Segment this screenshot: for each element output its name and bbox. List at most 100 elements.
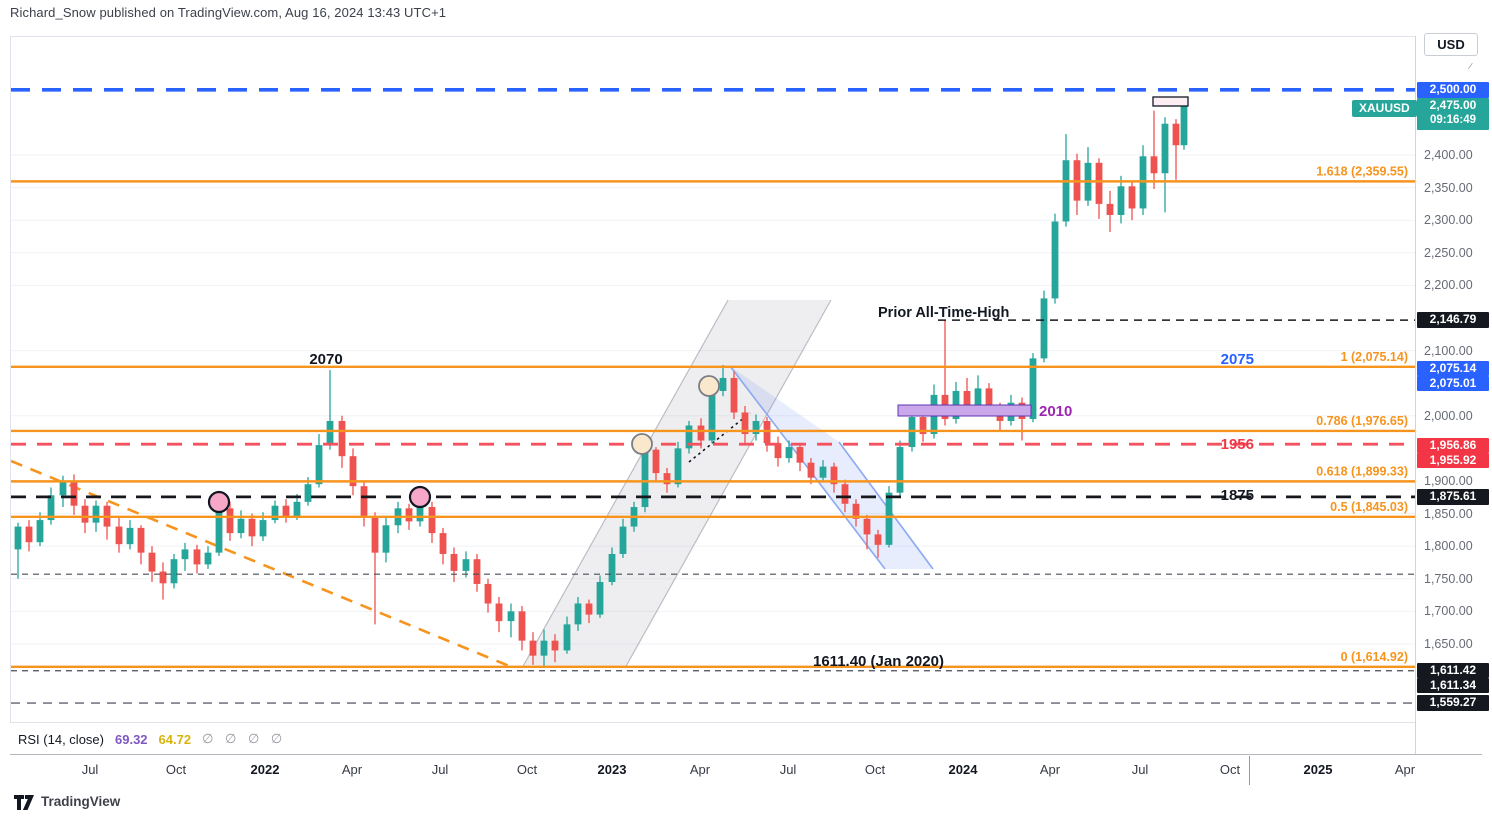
candle-body xyxy=(349,456,357,487)
time-axis[interactable]: Jul Oct 2022 Apr Jul Oct 2023 Apr Jul Oct 2024 Apr J… xyxy=(10,754,1482,786)
time-axis-label[interactable]: Oct xyxy=(165,762,187,777)
candle-body xyxy=(439,533,447,554)
time-axis-label[interactable]: Apr xyxy=(341,762,363,777)
price-axis-label: 1,750.00 xyxy=(1424,571,1473,586)
price-badge: 1,611.42 xyxy=(1417,663,1489,679)
chart-canvas[interactable]: 1.618 (2,359.55) 1 (2,075.14) 0.786 (1,976… xyxy=(10,36,1416,722)
candle-body xyxy=(551,640,559,651)
time-axis-label[interactable]: 2022 xyxy=(250,762,280,777)
candle-body xyxy=(1161,123,1169,174)
candle-body xyxy=(416,507,424,522)
candle-body xyxy=(1040,298,1048,359)
candle-body xyxy=(360,486,368,517)
chart-annotation: 2075 xyxy=(1221,351,1254,368)
candle-body xyxy=(248,518,256,537)
time-axis-label[interactable]: 2023 xyxy=(597,762,627,777)
candle-body xyxy=(137,527,145,553)
price-axis-label: 1,900.00 xyxy=(1424,473,1473,488)
price-axis-label: 2,400.00 xyxy=(1424,148,1473,162)
currency-toggle-button[interactable]: USD xyxy=(1424,33,1478,56)
price-axis-label: 1,650.00 xyxy=(1424,636,1473,651)
footer: TradingView xyxy=(14,792,120,810)
candle-body xyxy=(484,583,492,604)
candle-body xyxy=(47,495,55,521)
circle-marker xyxy=(631,433,653,455)
rsi-empty-values: ∅ ∅ ∅ ∅ xyxy=(202,731,283,746)
candle-body xyxy=(985,388,993,408)
brand-name[interactable]: TradingView xyxy=(41,793,121,809)
time-axis-label[interactable]: Jul xyxy=(1131,762,1149,777)
time-axis-label[interactable]: Oct xyxy=(516,762,538,777)
candle-body xyxy=(540,640,548,656)
rsi-name: RSI xyxy=(18,731,40,747)
trendline xyxy=(688,412,751,463)
time-axis-label[interactable]: Jul xyxy=(431,762,449,777)
rsi-params: (14, close) xyxy=(43,731,104,747)
time-axis-label[interactable]: 2024 xyxy=(948,762,978,777)
candle-body xyxy=(495,603,503,622)
candle-body xyxy=(181,549,189,560)
time-axis-label[interactable]: Jul xyxy=(779,762,797,777)
candle-body xyxy=(1172,123,1180,146)
fib-label: 0.786 (1,976.65) xyxy=(1316,414,1408,428)
candle-body xyxy=(70,480,78,506)
time-axis-label[interactable]: Apr xyxy=(1394,762,1416,777)
candle-body xyxy=(885,492,893,545)
candle-body xyxy=(338,420,346,457)
candle-body xyxy=(259,520,267,537)
channel-border xyxy=(624,299,832,669)
price-badge: 2,500.00 xyxy=(1417,81,1489,98)
time-axis-divider xyxy=(1249,756,1250,785)
rsi-indicator-label[interactable]: RSI (14, close) xyxy=(18,732,104,747)
price-axis-label: 2,000.00 xyxy=(1424,408,1473,423)
price-axis-label: 1,850.00 xyxy=(1424,506,1473,521)
header-divider xyxy=(10,36,1482,37)
price-axis-label: 1,700.00 xyxy=(1424,604,1473,619)
candle-body xyxy=(708,390,716,441)
zone-box xyxy=(1152,96,1189,107)
candle-body xyxy=(382,525,390,553)
price-badge: 1,956.86 xyxy=(1417,437,1489,453)
symbol-tag: XAUUSD xyxy=(1352,100,1417,117)
scale-tick-icon xyxy=(1462,58,1473,70)
channel-border xyxy=(521,299,729,669)
candle-body xyxy=(126,527,134,545)
time-axis-label[interactable]: 2025 xyxy=(1303,762,1333,777)
candle-body xyxy=(215,508,223,553)
candlestick-chart[interactable]: 1.618 (2,359.55) 1 (2,075.14) 0.786 (1,976… xyxy=(11,36,1416,722)
price-axis-label: 2,200.00 xyxy=(1424,278,1473,293)
candle-body xyxy=(159,571,167,584)
candle-body xyxy=(1051,221,1059,299)
time-axis-label[interactable]: Apr xyxy=(1039,762,1061,777)
price-axis-label: 2,100.00 xyxy=(1424,343,1473,358)
price-badge: 1,955.92 xyxy=(1417,452,1489,468)
fib-label: 1.618 (2,359.55) xyxy=(1316,164,1408,178)
candle-body xyxy=(663,473,671,485)
price-badge: 2,075.14 xyxy=(1417,360,1489,376)
chart-annotation: 2070 xyxy=(309,351,342,368)
candle-body xyxy=(841,484,849,504)
tradingview-logo-icon[interactable] xyxy=(14,792,34,810)
time-axis-label[interactable]: Jul xyxy=(81,762,99,777)
rsi-value: 69.32 xyxy=(115,731,148,747)
candle-body xyxy=(507,611,515,622)
time-axis-label[interactable]: Oct xyxy=(864,762,886,777)
candle-body xyxy=(282,505,290,517)
candle-body xyxy=(326,420,334,446)
price-badge: 1,611.34 xyxy=(1417,678,1489,694)
candle-body xyxy=(652,449,660,474)
time-axis-label[interactable]: Oct xyxy=(1219,762,1241,777)
candle-body xyxy=(204,552,212,565)
price-axis-label: 1,800.00 xyxy=(1424,539,1473,554)
time-axis-label[interactable]: Apr xyxy=(689,762,711,777)
candle-body xyxy=(36,520,44,543)
chart-annotation: 1875 xyxy=(1221,487,1254,504)
price-axis[interactable]: USD 2,400.00 2,350.00 2,300.00 2,250.00 2,20… xyxy=(1415,33,1492,754)
candle-body xyxy=(730,377,738,413)
candle-body xyxy=(1095,162,1103,204)
price-badge: 1,559.27 xyxy=(1417,695,1489,712)
candle-body xyxy=(641,449,649,508)
candle-body xyxy=(1128,186,1136,209)
candle-body xyxy=(529,640,537,656)
candle-body xyxy=(863,518,871,535)
